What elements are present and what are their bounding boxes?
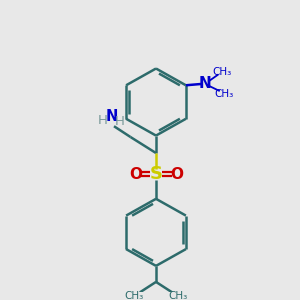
Text: H: H xyxy=(115,115,125,128)
Text: N: N xyxy=(105,109,118,124)
Text: N: N xyxy=(199,76,212,91)
Text: CH₃: CH₃ xyxy=(125,291,144,300)
Text: CH₃: CH₃ xyxy=(168,291,187,300)
Text: CH₃: CH₃ xyxy=(214,89,234,99)
Text: O: O xyxy=(129,167,142,182)
Text: S: S xyxy=(149,165,163,183)
Text: CH₃: CH₃ xyxy=(212,67,232,76)
Text: O: O xyxy=(170,167,183,182)
Text: H: H xyxy=(98,114,107,127)
